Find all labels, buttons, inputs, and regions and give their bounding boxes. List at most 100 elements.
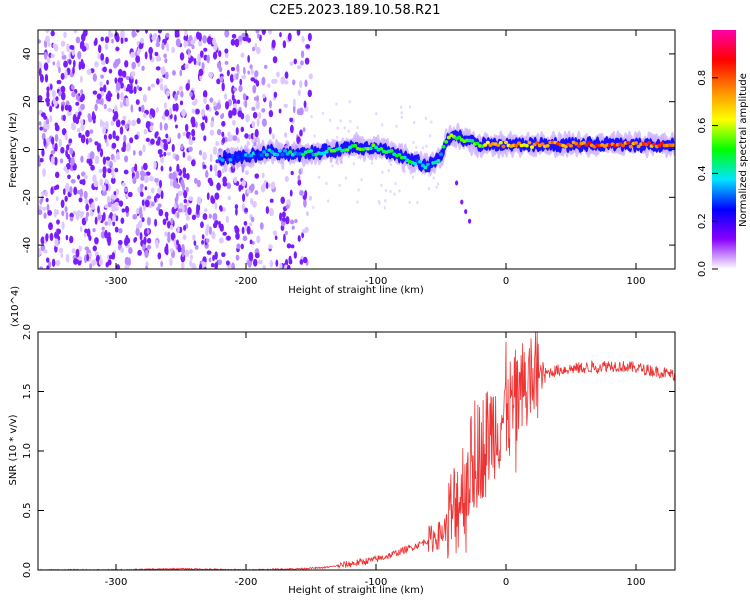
noise-speckle bbox=[60, 91, 66, 101]
noise-speckle bbox=[251, 240, 255, 245]
noise-speckle bbox=[424, 116, 428, 120]
noise-speckle bbox=[127, 191, 133, 198]
noise-speckle bbox=[176, 239, 179, 246]
noise-speckle bbox=[186, 172, 190, 180]
noise-speckle bbox=[217, 259, 222, 265]
noise-speckle bbox=[190, 39, 196, 45]
noise-speckle bbox=[336, 126, 339, 130]
noise-speckle bbox=[80, 75, 83, 83]
noise-speckle bbox=[208, 71, 214, 79]
noise-speckle bbox=[61, 51, 65, 56]
noise-speckle bbox=[299, 259, 304, 265]
noise-speckle bbox=[395, 124, 398, 128]
noise-speckle bbox=[221, 207, 227, 213]
noise-speckle bbox=[285, 204, 290, 209]
noise-speckle bbox=[49, 114, 53, 123]
colorbar-tick-label: 0.8 bbox=[697, 70, 708, 86]
noise-speckle bbox=[117, 68, 123, 77]
noise-speckle bbox=[141, 65, 145, 71]
noise-speckle bbox=[236, 99, 241, 105]
noise-speckle bbox=[183, 41, 189, 47]
noise-speckle bbox=[155, 240, 159, 249]
noise-speckle bbox=[54, 134, 59, 142]
noise-speckle bbox=[50, 155, 55, 165]
noise-speckle bbox=[136, 85, 140, 90]
signal-core bbox=[327, 146, 332, 151]
noise-speckle bbox=[100, 36, 104, 42]
noise-speckle bbox=[170, 217, 174, 225]
noise-speckle bbox=[216, 128, 222, 136]
noise-speckle bbox=[251, 200, 257, 208]
noise-speckle bbox=[45, 197, 49, 203]
noise-speckle bbox=[288, 255, 292, 265]
noise-speckle bbox=[124, 237, 129, 247]
noise-speckle bbox=[227, 196, 231, 201]
noise-speckle bbox=[46, 86, 50, 92]
noise-speckle bbox=[98, 169, 103, 174]
noise-speckle bbox=[56, 219, 60, 225]
noise-speckle bbox=[232, 87, 238, 92]
noise-speckle bbox=[252, 84, 257, 94]
noise-speckle bbox=[146, 229, 150, 235]
noise-speckle bbox=[77, 209, 81, 217]
noise-speckle bbox=[198, 32, 202, 42]
noise-speckle bbox=[173, 203, 177, 210]
noise-speckle bbox=[234, 225, 239, 231]
noise-speckle bbox=[202, 213, 208, 221]
noise-speckle bbox=[95, 254, 100, 263]
snr-y-ticks: 0.0 0.5 1.0 1.5 2.0 bbox=[22, 324, 675, 578]
signal-core bbox=[545, 144, 550, 148]
noise-speckle bbox=[65, 211, 69, 221]
noise-speckle bbox=[187, 48, 191, 55]
noise-speckle bbox=[144, 186, 148, 191]
noise-speckle bbox=[65, 234, 69, 241]
x-tick-label: 0 bbox=[503, 276, 509, 287]
noise-speckle bbox=[92, 119, 96, 124]
noise-speckle bbox=[208, 213, 212, 219]
noise-speckle bbox=[302, 256, 308, 264]
noise-speckle bbox=[98, 99, 103, 105]
noise-speckle bbox=[91, 259, 97, 267]
noise-speckle bbox=[45, 233, 49, 242]
noise-speckle bbox=[97, 44, 102, 54]
noise-speckle bbox=[269, 198, 274, 203]
noise-speckle bbox=[125, 87, 130, 92]
noise-speckle bbox=[43, 62, 49, 71]
noise-speckle bbox=[137, 186, 141, 193]
noise-speckle bbox=[240, 126, 245, 133]
noise-speckle bbox=[176, 90, 180, 96]
noise-speckle bbox=[53, 208, 57, 218]
noise-speckle bbox=[132, 176, 137, 185]
noise-speckle bbox=[91, 201, 95, 211]
noise-speckle bbox=[196, 205, 200, 215]
noise-speckle bbox=[105, 183, 109, 191]
noise-speckle bbox=[60, 40, 66, 47]
y-tick-label: 0.0 bbox=[22, 562, 33, 578]
noise-speckle bbox=[92, 174, 97, 183]
noise-speckle bbox=[174, 93, 179, 101]
noise-speckle bbox=[155, 42, 161, 48]
noise-speckle bbox=[180, 143, 184, 151]
noise-speckle bbox=[115, 82, 121, 91]
noise-speckle bbox=[160, 66, 166, 76]
noise-speckle bbox=[104, 36, 110, 44]
signal-core bbox=[428, 164, 433, 169]
noise-speckle bbox=[124, 37, 128, 42]
noise-speckle bbox=[191, 122, 196, 128]
noise-speckle bbox=[205, 104, 210, 111]
noise-speckle bbox=[60, 85, 66, 93]
noise-speckle bbox=[205, 238, 210, 243]
noise-speckle bbox=[182, 167, 187, 175]
x-tick-label: -100 bbox=[365, 577, 388, 588]
noise-speckle bbox=[84, 198, 89, 205]
noise-speckle bbox=[50, 30, 55, 37]
noise-speckle bbox=[234, 204, 239, 210]
noise-speckle bbox=[384, 188, 388, 193]
noise-speckle bbox=[52, 43, 58, 48]
noise-speckle bbox=[226, 235, 231, 241]
noise-speckle bbox=[254, 173, 260, 179]
noise-speckle bbox=[184, 30, 188, 37]
noise-speckle bbox=[244, 207, 248, 213]
noise-speckle bbox=[154, 51, 159, 57]
noise-speckle bbox=[415, 145, 418, 150]
